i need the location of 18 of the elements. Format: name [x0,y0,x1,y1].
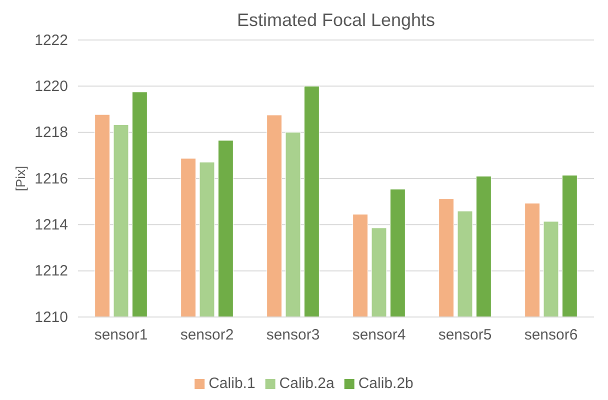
y-axis-title: [Pix] [13,166,28,192]
y-tick-label: 1216 [34,170,68,188]
x-tick-label: sensor6 [524,326,578,344]
y-tick-label: 1212 [34,262,68,280]
x-tick-label: sensor2 [180,326,234,344]
y-tick-label: 1222 [34,32,68,49]
y-tick-label: 1220 [34,78,68,95]
legend-label: Calib.2b [358,375,414,392]
y-tick-label: 1214 [34,216,68,234]
x-tick-label: sensor1 [94,326,148,344]
legend-label: Calib.2a [279,375,335,392]
chart-title: Estimated Focal Lenghts [236,10,436,30]
y-tick-label: 1218 [34,124,68,142]
x-tick-label: sensor5 [438,326,492,344]
y-tick-label: 1210 [34,308,68,326]
legend-label: Calib.1 [208,375,256,392]
x-tick-label: sensor3 [266,326,320,344]
x-tick-label: sensor4 [352,326,406,344]
